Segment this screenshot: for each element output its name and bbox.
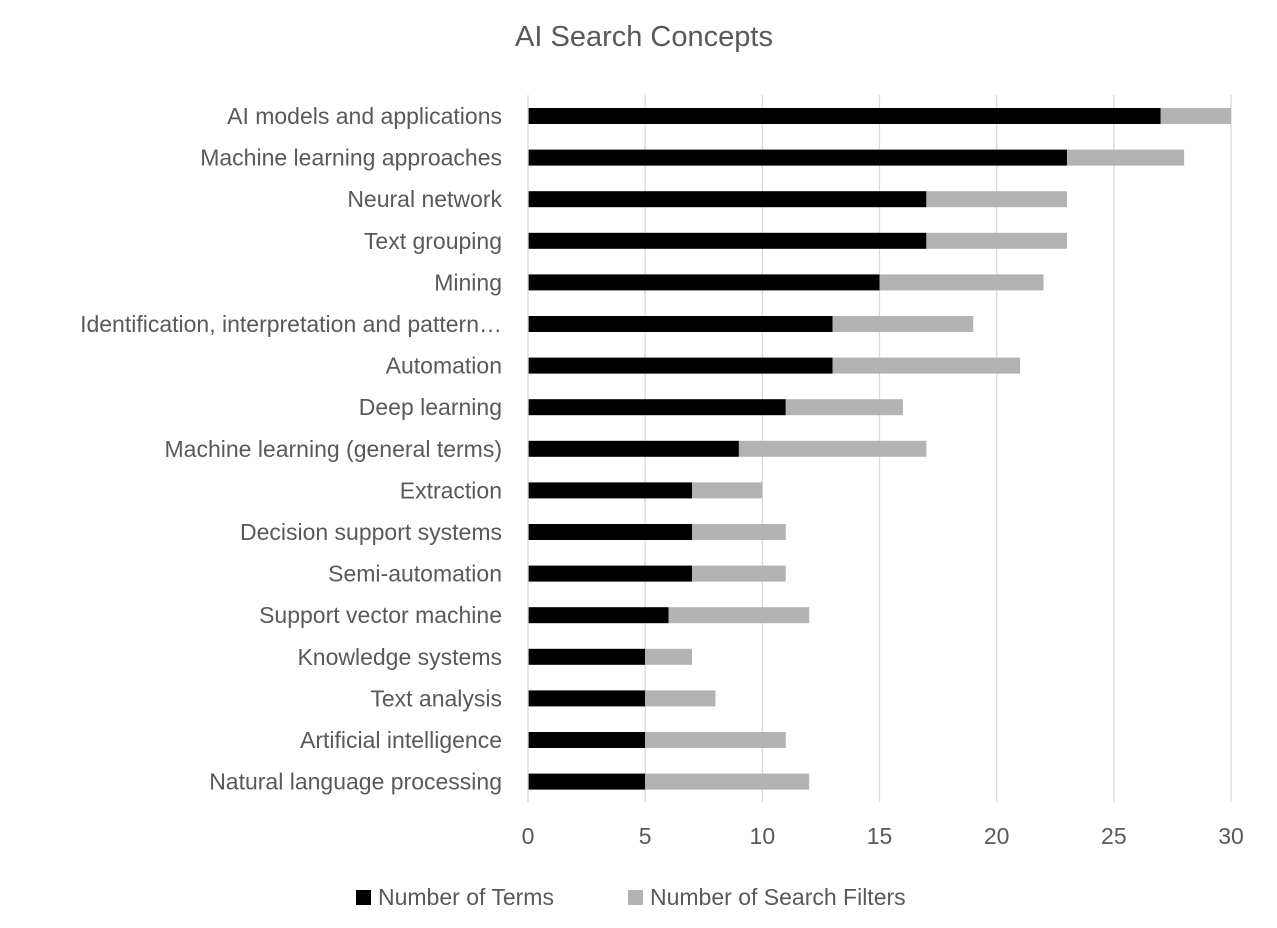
- category-label: Support vector machine: [259, 602, 502, 628]
- bar-terms: [528, 565, 693, 582]
- bar-terms: [528, 524, 693, 540]
- x-tick-label: 0: [522, 823, 535, 849]
- category-label: Artificial intelligence: [300, 727, 502, 753]
- x-tick-label: 10: [750, 823, 776, 849]
- bar-terms: [528, 773, 646, 790]
- bar-search-filters: [1066, 149, 1185, 166]
- bar-terms: [528, 690, 646, 707]
- x-tick-label: 20: [984, 823, 1010, 849]
- bar-search-filters: [645, 773, 810, 790]
- bar-search-filters: [785, 399, 903, 416]
- legend-swatch-search-filters: [628, 890, 643, 905]
- category-label: Text grouping: [364, 228, 502, 254]
- legend-label-terms: Number of Terms: [378, 884, 554, 910]
- x-tick-labels: 0 5 10 15 20 25 30: [522, 823, 1244, 849]
- category-label: Neural network: [347, 186, 502, 212]
- bar-terms: [528, 274, 880, 291]
- category-label: Natural language processing: [209, 769, 502, 795]
- x-tick-label: 25: [1101, 823, 1127, 849]
- bar-search-filters: [926, 191, 1067, 208]
- bar-search-filters: [668, 607, 810, 624]
- bar-terms: [528, 357, 833, 374]
- category-label: AI models and applications: [227, 103, 502, 129]
- bar-search-filters: [738, 440, 927, 457]
- bar-terms: [528, 316, 833, 332]
- category-label: Deep learning: [359, 394, 502, 420]
- category-label: Semi-automation: [328, 561, 502, 587]
- bar-search-filters: [692, 482, 763, 499]
- bar-terms: [528, 648, 646, 665]
- category-label: Extraction: [400, 477, 502, 503]
- category-label: Mining: [434, 269, 502, 295]
- bar-terms: [528, 108, 1161, 124]
- bar-search-filters: [1160, 108, 1231, 124]
- bar-search-filters: [692, 524, 786, 540]
- bar-terms: [528, 232, 927, 249]
- category-label: Automation: [386, 353, 502, 379]
- bar-terms: [528, 149, 1067, 166]
- x-tick-label: 15: [867, 823, 893, 849]
- category-label: Machine learning approaches: [200, 145, 502, 171]
- bar-search-filters: [879, 274, 1044, 291]
- category-labels: AI models and applications Machine learni…: [80, 103, 502, 795]
- category-label: Text analysis: [370, 685, 502, 711]
- bar-search-filters: [692, 565, 786, 582]
- bar-terms: [528, 482, 693, 499]
- bar-search-filters: [832, 357, 1021, 374]
- category-label: Identification, interpretation and patte…: [80, 311, 502, 337]
- bar-terms: [528, 191, 927, 208]
- category-label: Machine learning (general terms): [165, 436, 503, 462]
- bars: [528, 108, 1231, 790]
- category-label: Decision support systems: [240, 519, 502, 545]
- bar-terms: [528, 399, 786, 416]
- bar-terms: [528, 607, 669, 624]
- bar-terms: [528, 440, 739, 457]
- chart-title: AI Search Concepts: [515, 21, 773, 53]
- x-tick-label: 30: [1218, 823, 1244, 849]
- bar-search-filters: [645, 732, 786, 748]
- bar-search-filters: [645, 648, 693, 665]
- legend: Number of Terms Number of Search Filters: [356, 884, 906, 910]
- category-label: Knowledge systems: [297, 644, 502, 670]
- bar-terms: [528, 732, 646, 748]
- bar-search-filters: [926, 232, 1067, 249]
- x-tick-label: 5: [639, 823, 652, 849]
- bar-search-filters: [832, 316, 974, 332]
- bar-search-filters: [645, 690, 716, 707]
- legend-swatch-terms: [356, 890, 371, 905]
- legend-label-search-filters: Number of Search Filters: [650, 884, 906, 910]
